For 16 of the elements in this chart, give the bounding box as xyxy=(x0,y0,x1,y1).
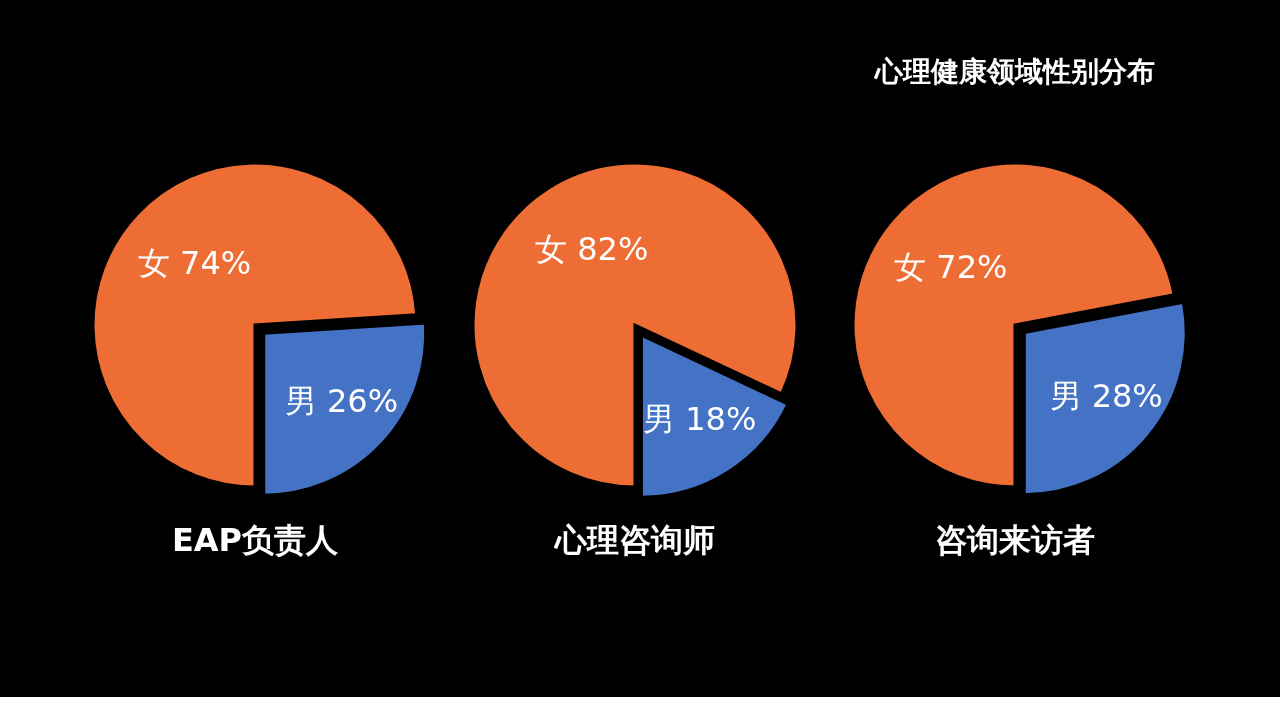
text: 心理健康领域性别分布 xyxy=(873,55,1155,88)
slice-label: 男 xyxy=(284,381,317,420)
slice-label: 女 xyxy=(894,248,927,287)
data-label: 26% xyxy=(326,381,399,420)
text: EAP负责人 xyxy=(171,521,340,559)
slice-label: 女 xyxy=(138,244,171,283)
slice-label: 男 xyxy=(1049,376,1082,415)
slice-label: 女 xyxy=(535,229,568,268)
data-label: 82% xyxy=(577,229,649,268)
slice-label: 男 xyxy=(643,399,676,438)
text: 心理咨询师 xyxy=(553,521,715,559)
data-label: 74% xyxy=(180,244,252,283)
text: 咨询来访者 xyxy=(935,521,1095,559)
data-label: 18% xyxy=(685,399,757,438)
data-label: 72% xyxy=(936,248,1008,287)
data-label: 28% xyxy=(1091,376,1163,415)
